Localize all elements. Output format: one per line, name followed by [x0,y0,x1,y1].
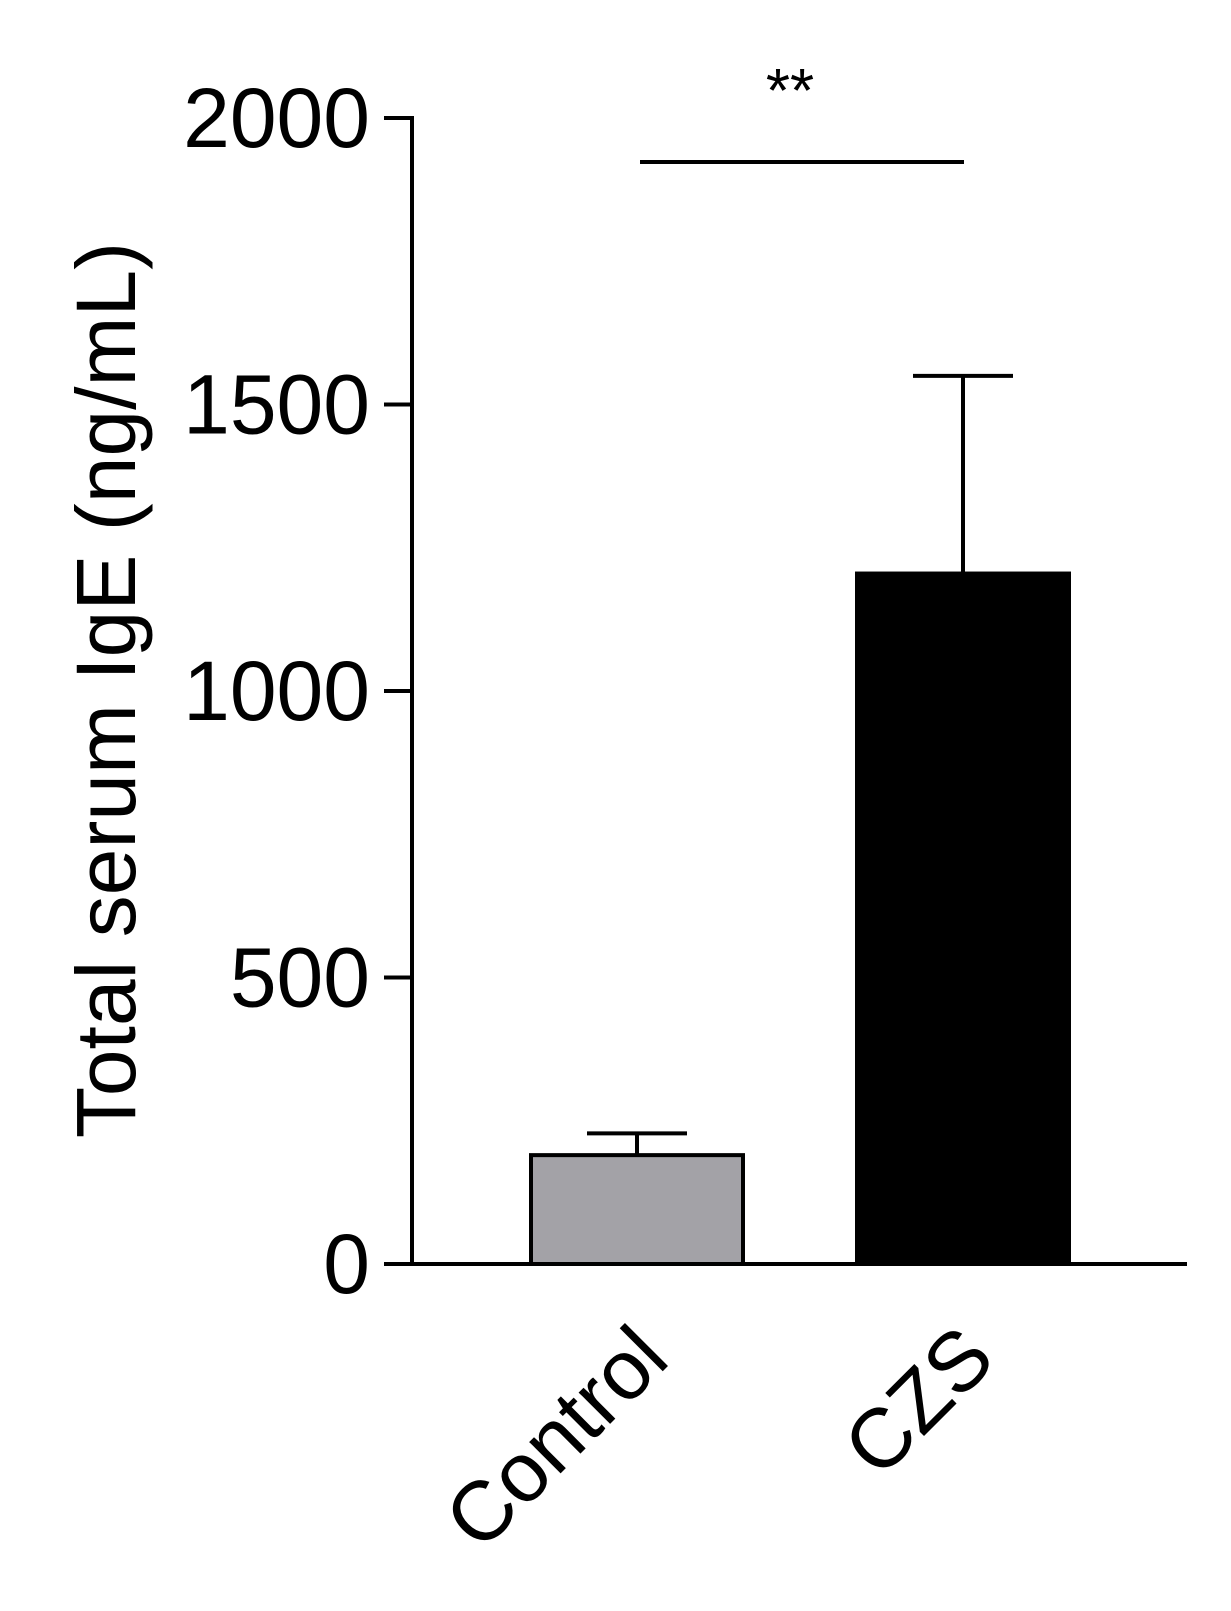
y-ticks-layer: 0 500 1000 1500 2000 [183,71,412,1311]
error-bars-layer [587,373,1013,1156]
y-tick-label: 1000 [183,644,370,738]
significance-layer: ** [640,57,964,164]
y-tick-label: 1500 [183,358,370,452]
x-ticks-layer: Control CZS [427,1308,1011,1566]
y-axis-title: Total serum IgE (ng/mL) [59,242,153,1138]
significance-label: ** [766,57,814,126]
y-tick-label: 2000 [183,71,370,165]
y-tick-label: 0 [323,1217,370,1311]
y-tick-label: 500 [230,931,370,1025]
x-tick-label-control: Control [427,1308,685,1566]
bar-control [529,1153,745,1267]
bar-czs [855,571,1071,1266]
bars-layer [529,571,1071,1267]
x-tick-label-czs: CZS [825,1308,1010,1493]
